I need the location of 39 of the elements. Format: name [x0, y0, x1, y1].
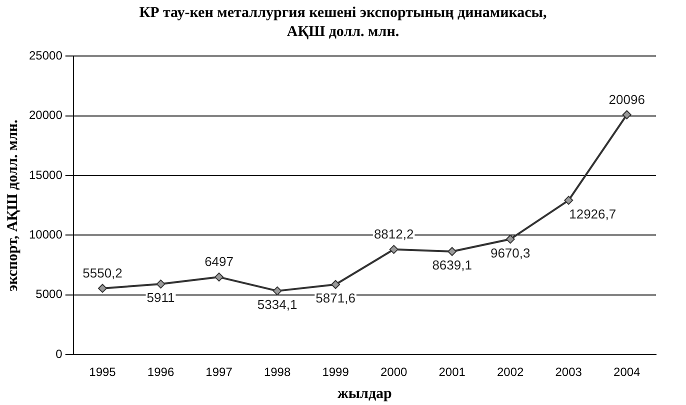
point — [622, 110, 632, 120]
point — [98, 284, 107, 293]
x-tick-label: 1997 — [206, 365, 233, 380]
point — [564, 196, 574, 205]
x-tick-label: 2002 — [496, 365, 524, 380]
x-tick-label: 2004 — [614, 365, 641, 380]
y-tick-label: 5000 — [36, 287, 63, 302]
point — [389, 244, 398, 254]
point — [214, 272, 224, 282]
y-tick-label: 15000 — [28, 168, 63, 182]
data-label: 9670,3 — [490, 245, 530, 260]
y-tick-label: 10000 — [28, 228, 63, 242]
x-tick-label: 1996 — [147, 365, 174, 380]
point — [156, 280, 166, 289]
data-label: 8639,1 — [432, 258, 472, 273]
x-tick-label: 1999 — [322, 365, 350, 380]
data-label: 20096 — [608, 92, 645, 107]
x-axis-title: жылдар — [337, 386, 392, 402]
data-label: 5334,1 — [257, 297, 298, 312]
data-label: 8812,2 — [374, 226, 414, 242]
data-label: 5550,2 — [82, 265, 122, 280]
x-tick-label: 2003 — [555, 365, 582, 380]
chart-title: КР тау-кен металлургия кешені экспортының динамикасы, АҚШ долл. млн. — [138, 4, 548, 42]
point — [506, 234, 515, 244]
x-tick-label: 2000 — [380, 365, 408, 380]
x-tick-label: 1995 — [89, 365, 116, 380]
point — [272, 286, 282, 296]
point — [448, 246, 457, 256]
y-tick-label: 25000 — [28, 48, 63, 63]
y-tick-label: 0 — [56, 346, 63, 361]
data-label: 5911 — [146, 290, 175, 306]
x-tick-label: 1998 — [264, 365, 291, 380]
point — [331, 280, 340, 290]
data-label: 5871,6 — [316, 290, 356, 306]
y-tick-label: 20000 — [28, 108, 63, 122]
data-label: 12926,7 — [569, 206, 616, 222]
x-tick-label: 2001 — [438, 365, 466, 380]
y-axis-title: экспорт, АҚШ долл. млн. — [4, 119, 21, 292]
data-label: 6497 — [204, 254, 234, 270]
